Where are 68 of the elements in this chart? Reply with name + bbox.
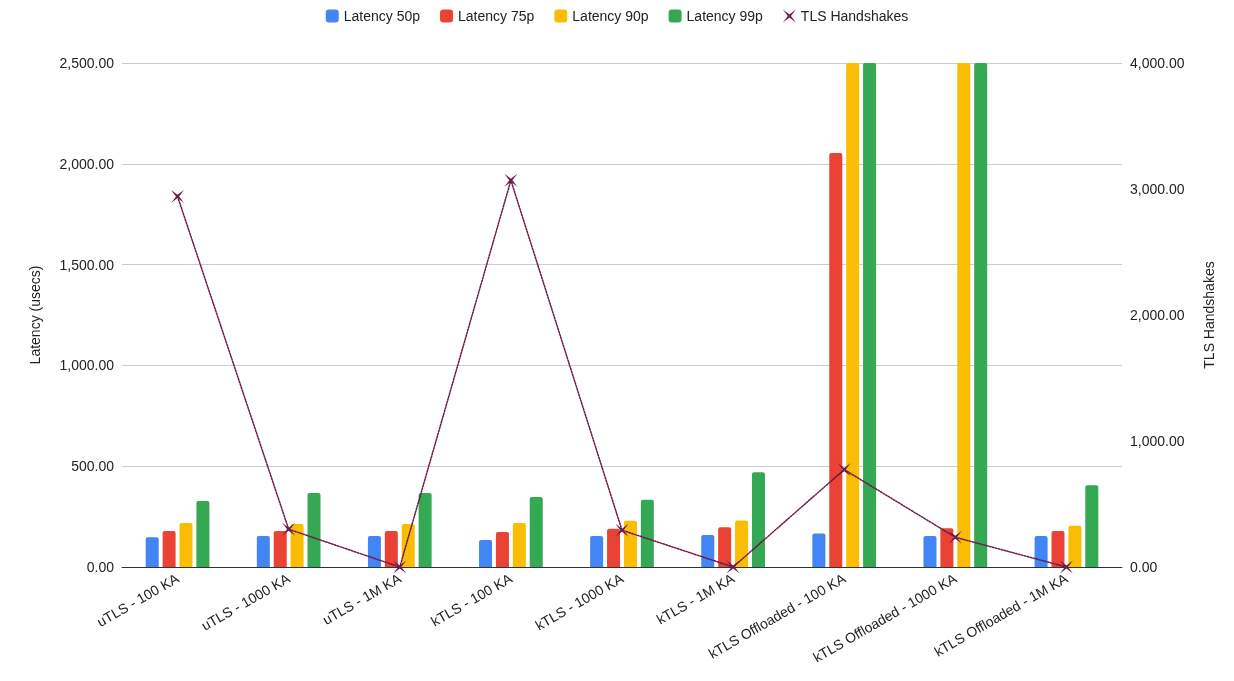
point bbox=[1059, 560, 1073, 574]
bar bbox=[495, 531, 509, 567]
legend-label: TLS Handshakes bbox=[800, 8, 909, 24]
y2-tick-label: 1,000.00 bbox=[1130, 433, 1185, 449]
y-tick-label: 2,500.00 bbox=[59, 55, 115, 71]
bar bbox=[512, 523, 526, 567]
bar bbox=[829, 153, 843, 567]
bar bbox=[623, 520, 637, 567]
bar bbox=[735, 520, 749, 567]
bar bbox=[590, 535, 604, 567]
bar bbox=[863, 63, 877, 567]
point bbox=[171, 189, 185, 203]
bar bbox=[179, 523, 193, 567]
y2-tick-label: 2,000.00 bbox=[1130, 307, 1185, 323]
y-tick-label: 2,000.00 bbox=[59, 155, 115, 172]
legend-label: Latency 99p bbox=[686, 8, 764, 24]
y2-tick-label: 0.00 bbox=[1130, 559, 1158, 575]
x-tick-label: kTLS - 1M KA bbox=[653, 569, 738, 628]
point bbox=[726, 560, 740, 574]
y2-axis-title: TLS Handshakes bbox=[1201, 261, 1217, 369]
bar bbox=[145, 537, 159, 567]
bar bbox=[640, 499, 654, 567]
bar bbox=[718, 527, 732, 567]
bar bbox=[401, 524, 415, 567]
bar bbox=[290, 524, 304, 567]
legend-label: Latency 75p bbox=[458, 8, 535, 24]
y2-tick-label: 3,000.00 bbox=[1130, 181, 1185, 197]
point bbox=[282, 522, 296, 536]
point bbox=[837, 463, 851, 477]
point bbox=[948, 530, 962, 544]
bar bbox=[957, 63, 971, 567]
bar bbox=[162, 530, 176, 567]
legend-label: Latency 50p bbox=[343, 8, 421, 24]
bar bbox=[607, 528, 621, 567]
bar bbox=[256, 535, 270, 567]
x-tick-label: kTLS - 1000 KA bbox=[532, 569, 627, 634]
bar bbox=[846, 63, 860, 567]
bar bbox=[751, 472, 765, 567]
bar bbox=[367, 535, 381, 567]
y-axis-title: Latency (usecs) bbox=[27, 265, 43, 365]
bar bbox=[307, 493, 321, 567]
bar bbox=[1085, 485, 1099, 567]
point bbox=[393, 560, 407, 574]
bar bbox=[418, 493, 432, 567]
point bbox=[504, 173, 518, 187]
bar bbox=[940, 528, 954, 567]
bar bbox=[273, 530, 287, 567]
bar bbox=[196, 501, 210, 567]
point bbox=[615, 523, 629, 537]
bar bbox=[923, 535, 937, 567]
bar bbox=[701, 534, 715, 567]
y-tick-label: 500.00 bbox=[71, 458, 115, 475]
y-tick-label: 1,000.00 bbox=[59, 357, 115, 374]
bar bbox=[1068, 525, 1082, 567]
x-tick-label: kTLS - 100 KA bbox=[428, 569, 516, 630]
bar bbox=[384, 530, 398, 567]
bar bbox=[812, 533, 826, 567]
bar bbox=[974, 63, 988, 567]
bar bbox=[529, 497, 543, 567]
legend-label: Latency 90p bbox=[572, 8, 649, 24]
bar bbox=[1034, 535, 1048, 567]
y-tick-label: 1,500.00 bbox=[59, 256, 115, 273]
bar bbox=[1051, 530, 1065, 567]
y2-tick-label: 4,000.00 bbox=[1130, 55, 1185, 71]
x-tick-label: uTLS - 1000 KA bbox=[198, 569, 294, 634]
y-tick-label: 0.00 bbox=[86, 559, 115, 575]
bar bbox=[479, 539, 493, 567]
x-tick-label: uTLS - 1M KA bbox=[319, 569, 405, 628]
